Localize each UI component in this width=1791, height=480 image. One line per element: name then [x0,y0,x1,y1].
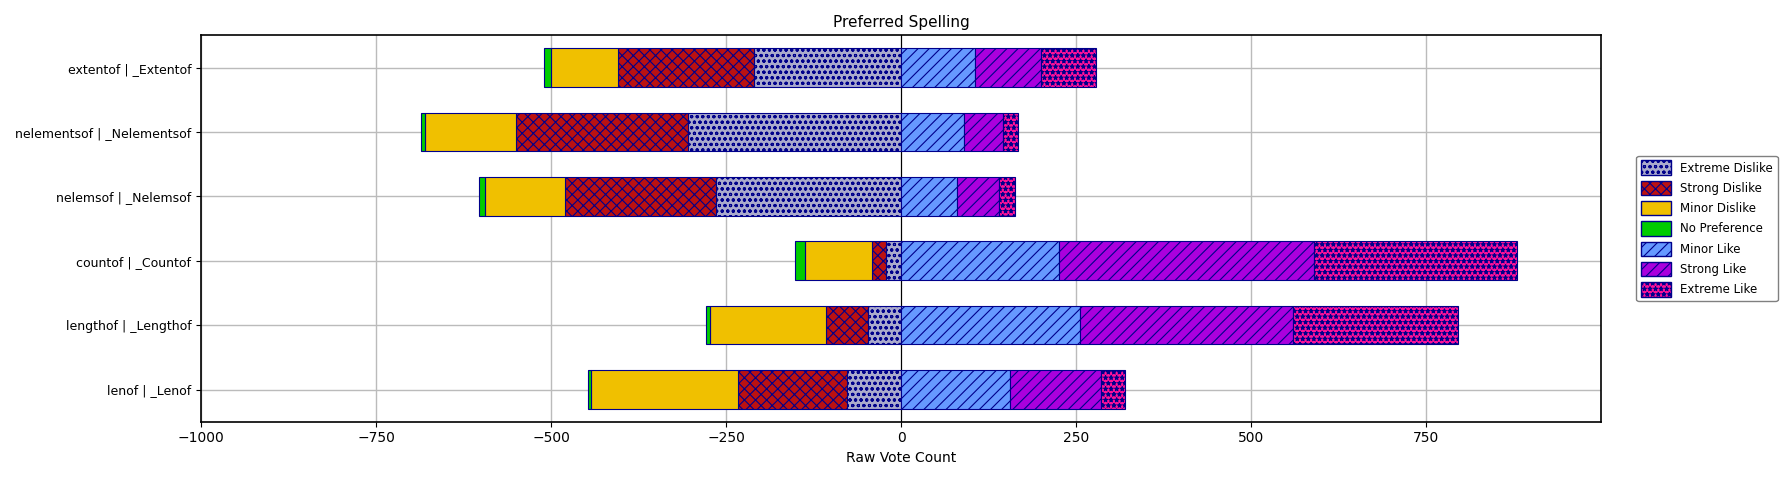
Bar [709,306,826,345]
Bar [806,241,872,280]
Bar [1010,370,1101,409]
X-axis label: Raw Vote Count: Raw Vote Count [845,451,956,465]
Bar [587,370,591,409]
Bar [591,370,738,409]
Bar [478,177,485,216]
Bar [795,241,806,280]
Bar [887,241,901,280]
Bar [754,48,901,87]
Bar [552,48,618,87]
Bar [974,48,1041,87]
Bar [421,113,424,151]
Bar [1315,241,1517,280]
Bar [544,48,552,87]
Bar [485,177,566,216]
Bar [1003,113,1017,151]
Bar [901,177,956,216]
Title: Preferred Spelling: Preferred Spelling [833,15,969,30]
Bar [901,370,1010,409]
Bar [901,48,974,87]
Bar [826,306,867,345]
Bar [424,113,516,151]
Bar [566,177,716,216]
Bar [901,241,1058,280]
Bar [516,113,688,151]
Bar [867,306,901,345]
Bar [1058,241,1315,280]
Bar [872,241,887,280]
Bar [1101,370,1125,409]
Bar [1293,306,1458,345]
Bar [738,370,847,409]
Bar [618,48,754,87]
Bar [964,113,1003,151]
Bar [716,177,901,216]
Bar [706,306,709,345]
Bar [847,370,901,409]
Bar [1080,306,1293,345]
Legend: Extreme Dislike, Strong Dislike, Minor Dislike, No Preference, Minor Like, Stron: Extreme Dislike, Strong Dislike, Minor D… [1637,156,1778,301]
Bar [901,113,964,151]
Bar [956,177,999,216]
Bar [901,306,1080,345]
Bar [999,177,1015,216]
Bar [688,113,901,151]
Bar [1041,48,1096,87]
